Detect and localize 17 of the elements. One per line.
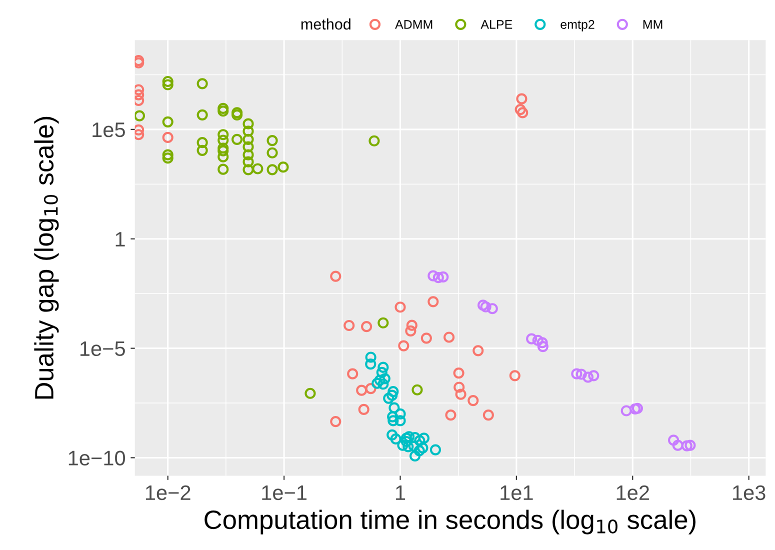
x-tick-label: 1e1 [500, 486, 533, 500]
x-axis-title: Computation time in seconds (log$_{10}$ scale) [204, 510, 696, 534]
y-axis-title: Duality gap (log$_{10}$ scale) [34, 116, 59, 399]
legend-label: ALPE [480, 20, 512, 29]
x-tick-label: 1 [396, 486, 406, 500]
x-tick-label: 1e−1 [262, 486, 306, 500]
y-tick-label: 1e5 [92, 122, 125, 138]
x-tick-label: 1e2 [616, 485, 649, 500]
legend-title: method [301, 18, 350, 30]
y-tick-label: 1e−5 [80, 342, 125, 356]
y-tick-label: 1 [116, 232, 125, 246]
y-tick-label: 1e−10 [68, 450, 126, 466]
legend-label: ADMM [395, 20, 432, 29]
x-tick-label: 1e−2 [146, 485, 190, 500]
x-tick-label: 1e3 [733, 485, 766, 500]
legend-label: emtp2 [560, 20, 594, 32]
legend-label: MM [643, 20, 662, 29]
